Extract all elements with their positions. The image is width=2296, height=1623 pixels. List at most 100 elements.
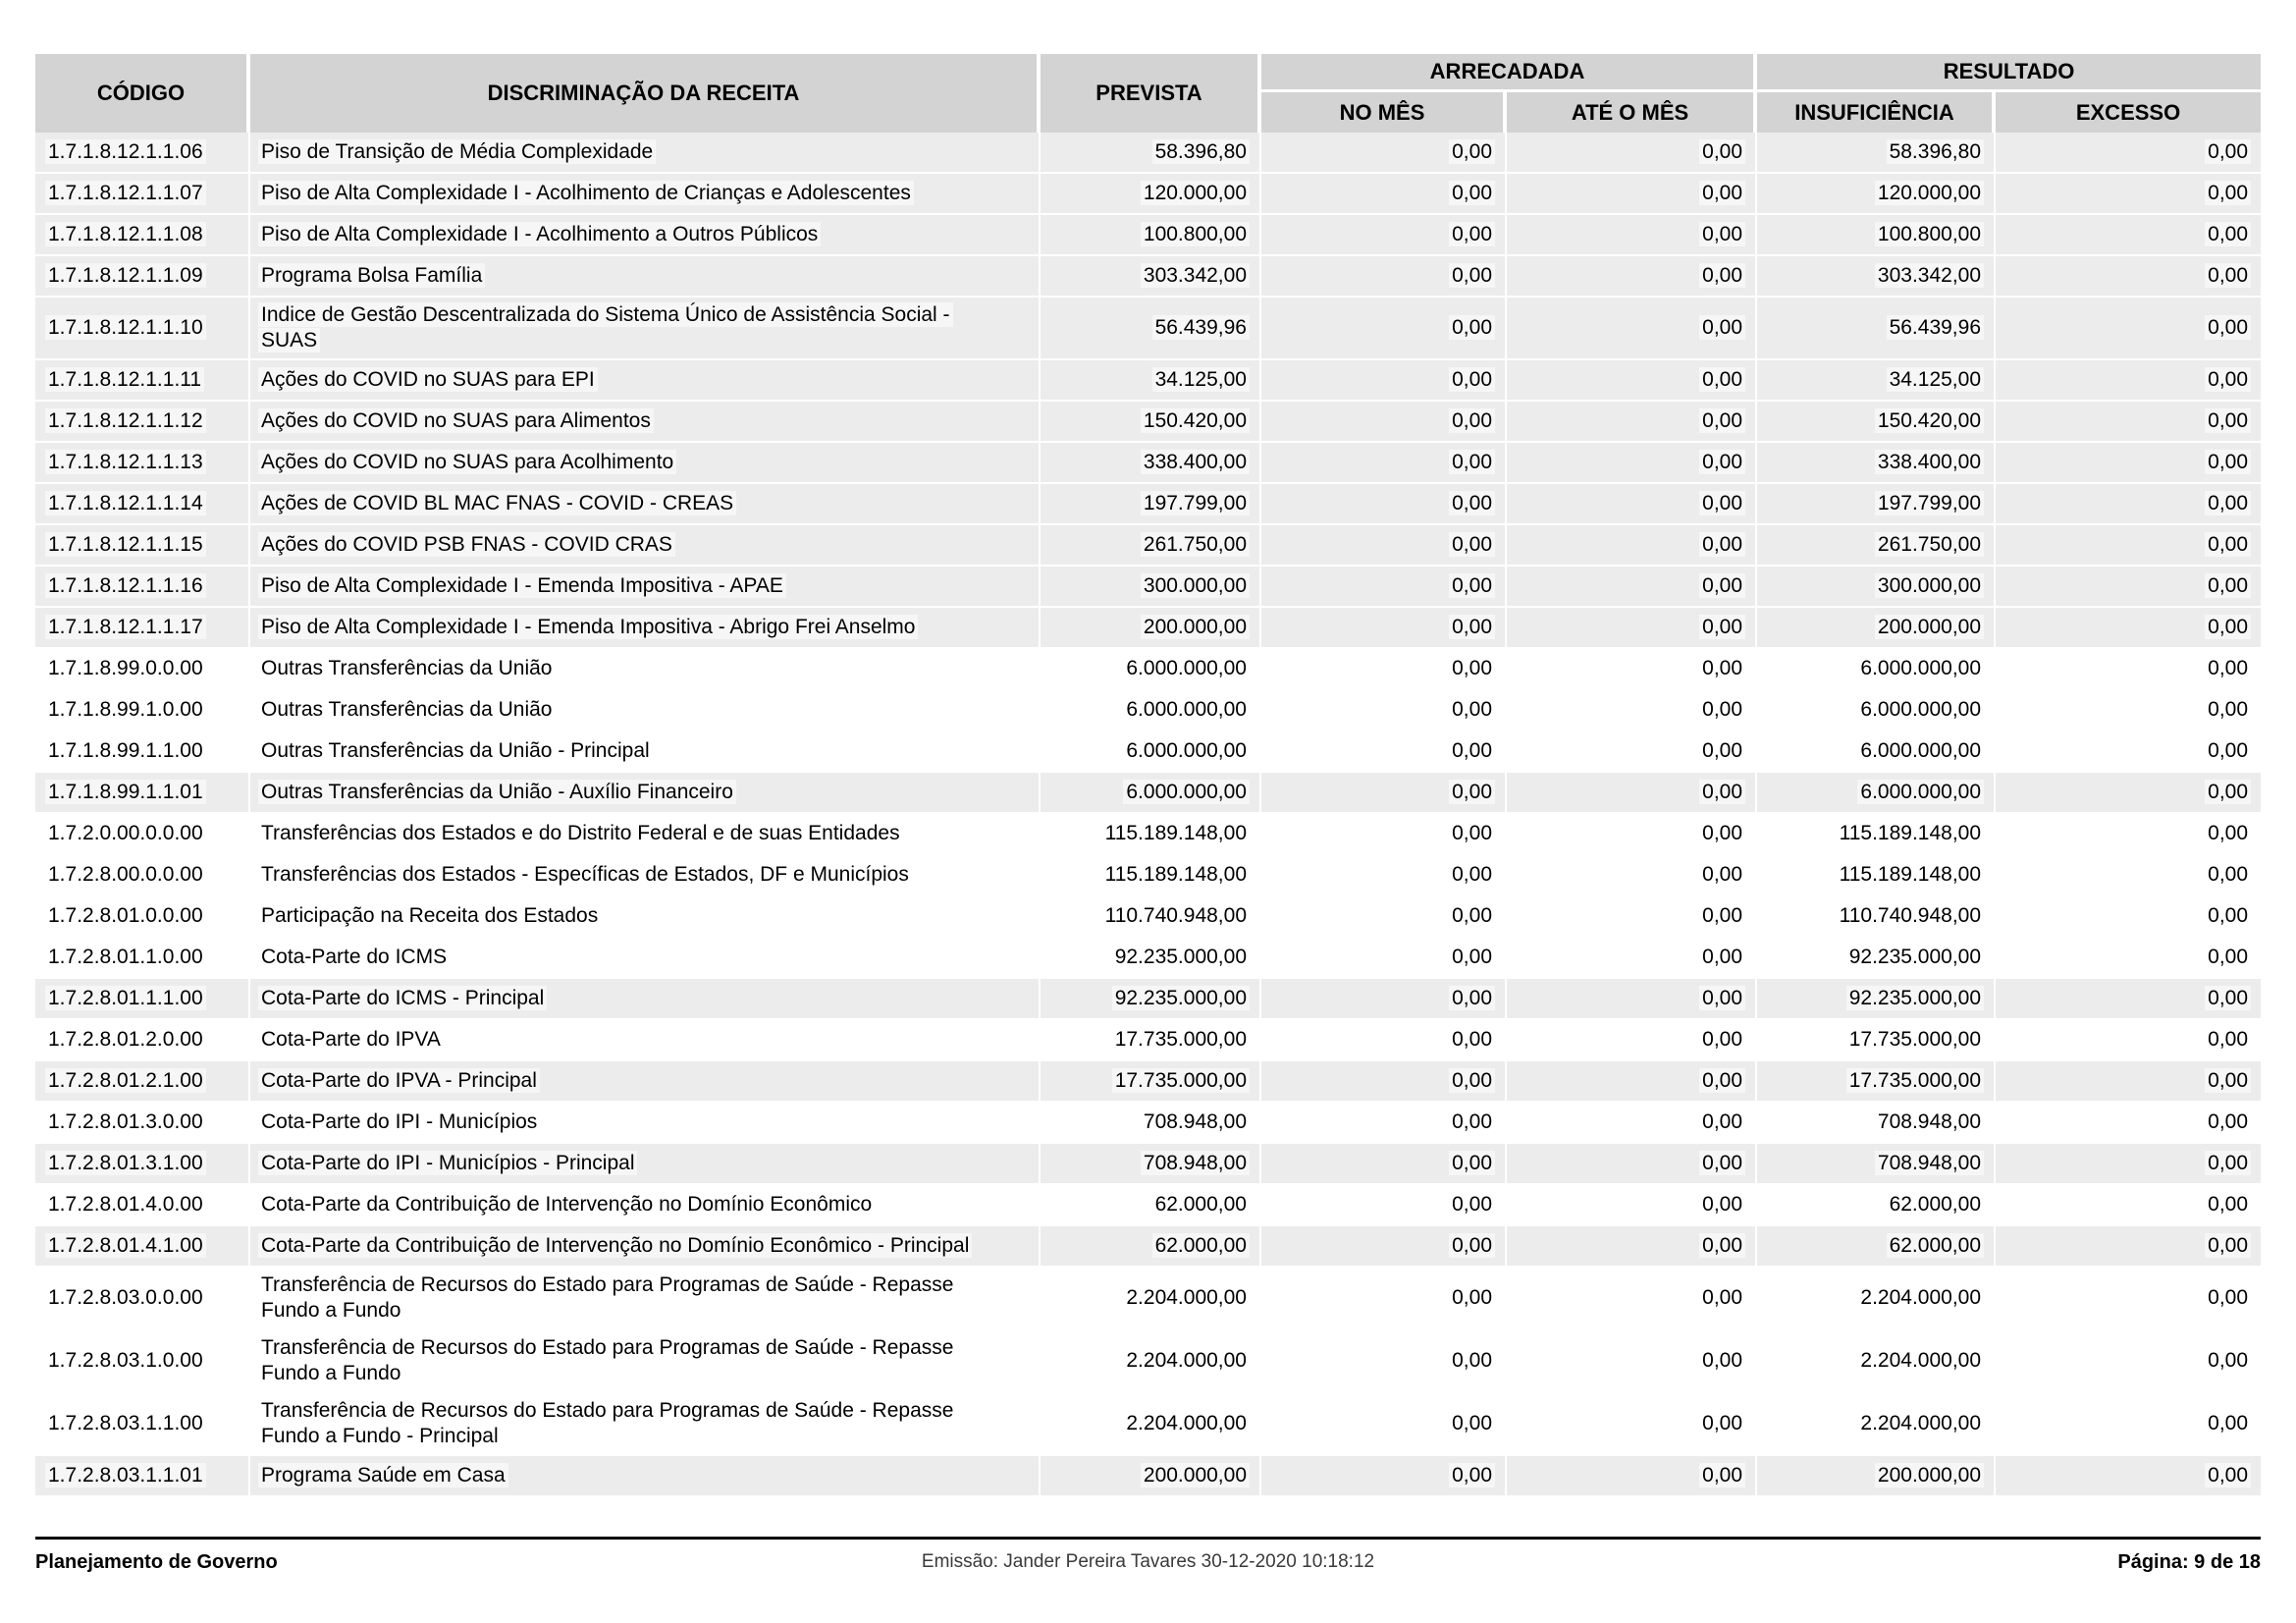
row-description: Participação na Receita dos Estados: [250, 896, 1041, 938]
row-insuficiencia: 120.000,00: [1757, 174, 1997, 215]
row-prevista: 338.400,00: [1041, 443, 1261, 484]
row-code: 1.7.2.8.01.0.0.00: [35, 896, 250, 938]
row-ate-o-mes: 0,00: [1507, 215, 1758, 256]
row-no-mes: 0,00: [1261, 1393, 1507, 1456]
col-header-codigo: CÓDIGO: [35, 54, 250, 133]
row-excesso: 0,00: [1996, 773, 2262, 814]
row-prevista: 303.342,00: [1041, 256, 1261, 298]
row-description: Cota-Parte do ICMS: [250, 938, 1041, 979]
row-no-mes: 0,00: [1261, 938, 1507, 979]
revenue-table: CÓDIGO DISCRIMINAÇÃO DA RECEITA PREVISTA…: [35, 54, 2262, 1497]
row-description: Transferência de Recursos do Estado para…: [250, 1393, 1041, 1456]
row-insuficiencia: 92.235.000,00: [1757, 938, 1997, 979]
row-insuficiencia: 197.799,00: [1757, 484, 1997, 525]
row-description: Transferências dos Estados e do Distrito…: [250, 814, 1041, 855]
row-prevista: 110.740.948,00: [1041, 896, 1261, 938]
row-ate-o-mes: 0,00: [1507, 1061, 1758, 1103]
row-insuficiencia: 303.342,00: [1757, 256, 1997, 298]
row-prevista: 200.000,00: [1041, 608, 1261, 649]
row-ate-o-mes: 0,00: [1507, 1226, 1758, 1268]
row-insuficiencia: 150.420,00: [1757, 402, 1997, 443]
row-insuficiencia: 115.189.148,00: [1757, 855, 1997, 896]
row-excesso: 0,00: [1996, 402, 2262, 443]
row-insuficiencia: 300.000,00: [1757, 567, 1997, 608]
row-prevista: 62.000,00: [1041, 1185, 1261, 1226]
row-ate-o-mes: 0,00: [1507, 731, 1758, 773]
row-prevista: 92.235.000,00: [1041, 979, 1261, 1020]
table-row: 1.7.2.8.01.2.0.00 Cota-Parte do IPVA 17.…: [35, 1020, 2262, 1061]
table-row: 1.7.2.8.01.1.0.00 Cota-Parte do ICMS 92.…: [35, 938, 2262, 979]
row-prevista: 100.800,00: [1041, 215, 1261, 256]
row-description: Ações de COVID BL MAC FNAS - COVID - CRE…: [250, 484, 1041, 525]
row-no-mes: 0,00: [1261, 360, 1507, 402]
row-ate-o-mes: 0,00: [1507, 133, 1758, 174]
row-no-mes: 0,00: [1261, 1330, 1507, 1393]
row-no-mes: 0,00: [1261, 979, 1507, 1020]
row-ate-o-mes: 0,00: [1507, 443, 1758, 484]
row-no-mes: 0,00: [1261, 855, 1507, 896]
table-row: 1.7.2.8.03.1.0.00 Transferência de Recur…: [35, 1330, 2262, 1393]
col-header-resultado: RESULTADO: [1757, 54, 2262, 93]
table-header: CÓDIGO DISCRIMINAÇÃO DA RECEITA PREVISTA…: [35, 54, 2262, 133]
row-ate-o-mes: 0,00: [1507, 1144, 1758, 1185]
row-excesso: 0,00: [1996, 298, 2262, 360]
row-insuficiencia: 6.000.000,00: [1757, 731, 1997, 773]
row-code: 1.7.1.8.12.1.1.13: [35, 443, 250, 484]
row-excesso: 0,00: [1996, 443, 2262, 484]
row-description: Indice de Gestão Descentralizada do Sist…: [250, 298, 1041, 360]
col-header-excesso: EXCESSO: [1996, 92, 2262, 133]
row-code: 1.7.1.8.99.0.0.00: [35, 649, 250, 690]
row-ate-o-mes: 0,00: [1507, 1456, 1758, 1497]
row-insuficiencia: 6.000.000,00: [1757, 773, 1997, 814]
row-excesso: 0,00: [1996, 567, 2262, 608]
row-no-mes: 0,00: [1261, 443, 1507, 484]
row-ate-o-mes: 0,00: [1507, 1393, 1758, 1456]
table-row: 1.7.2.8.01.0.0.00 Participação na Receit…: [35, 896, 2262, 938]
row-insuficiencia: 56.439,96: [1757, 298, 1997, 360]
row-insuficiencia: 2.204.000,00: [1757, 1268, 1997, 1330]
table-row: 1.7.2.8.01.3.1.00 Cota-Parte do IPI - Mu…: [35, 1144, 2262, 1185]
col-header-ate-o-mes: ATÉ O MÊS: [1507, 92, 1758, 133]
row-no-mes: 0,00: [1261, 1144, 1507, 1185]
footer-emission-info: Emissão: Jander Pereira Tavares 30-12-20…: [921, 1551, 1375, 1572]
table-row: 1.7.2.0.00.0.0.00 Transferências dos Est…: [35, 814, 2262, 855]
row-code: 1.7.2.8.03.1.1.01: [35, 1456, 250, 1497]
row-excesso: 0,00: [1996, 979, 2262, 1020]
row-excesso: 0,00: [1996, 360, 2262, 402]
footer-page-number: Página: 9 de 18: [2117, 1551, 2261, 1573]
row-excesso: 0,00: [1996, 1103, 2262, 1144]
row-description: Piso de Alta Complexidade I - Emenda Imp…: [250, 567, 1041, 608]
row-code: 1.7.2.8.01.3.0.00: [35, 1103, 250, 1144]
table-row: 1.7.1.8.12.1.1.15 Ações do COVID PSB FNA…: [35, 525, 2262, 567]
row-prevista: 2.204.000,00: [1041, 1330, 1261, 1393]
table-row: 1.7.2.8.03.1.1.01 Programa Saúde em Casa…: [35, 1456, 2262, 1497]
row-ate-o-mes: 0,00: [1507, 855, 1758, 896]
row-prevista: 708.948,00: [1041, 1144, 1261, 1185]
row-ate-o-mes: 0,00: [1507, 773, 1758, 814]
row-prevista: 2.204.000,00: [1041, 1393, 1261, 1456]
table-row: 1.7.1.8.12.1.1.13 Ações do COVID no SUAS…: [35, 443, 2262, 484]
row-no-mes: 0,00: [1261, 690, 1507, 731]
row-description: Piso de Alta Complexidade I - Emenda Imp…: [250, 608, 1041, 649]
row-no-mes: 0,00: [1261, 215, 1507, 256]
row-description: Programa Saúde em Casa: [250, 1456, 1041, 1497]
row-code: 1.7.1.8.12.1.1.17: [35, 608, 250, 649]
row-no-mes: 0,00: [1261, 1226, 1507, 1268]
row-insuficiencia: 34.125,00: [1757, 360, 1997, 402]
row-code: 1.7.1.8.99.1.1.00: [35, 731, 250, 773]
col-header-no-mes: NO MÊS: [1261, 92, 1507, 133]
page-footer: Planejamento de Governo Emissão: Jander …: [35, 1537, 2261, 1574]
table-row: 1.7.1.8.12.1.1.16 Piso de Alta Complexid…: [35, 567, 2262, 608]
row-code: 1.7.1.8.12.1.1.06: [35, 133, 250, 174]
row-excesso: 0,00: [1996, 608, 2262, 649]
table-row: 1.7.1.8.12.1.1.11 Ações do COVID no SUAS…: [35, 360, 2262, 402]
row-no-mes: 0,00: [1261, 484, 1507, 525]
row-code: 1.7.2.8.01.2.0.00: [35, 1020, 250, 1061]
row-excesso: 0,00: [1996, 1061, 2262, 1103]
row-prevista: 197.799,00: [1041, 484, 1261, 525]
row-description: Ações do COVID no SUAS para EPI: [250, 360, 1041, 402]
row-ate-o-mes: 0,00: [1507, 649, 1758, 690]
row-prevista: 58.396,80: [1041, 133, 1261, 174]
row-prevista: 6.000.000,00: [1041, 731, 1261, 773]
row-ate-o-mes: 0,00: [1507, 402, 1758, 443]
